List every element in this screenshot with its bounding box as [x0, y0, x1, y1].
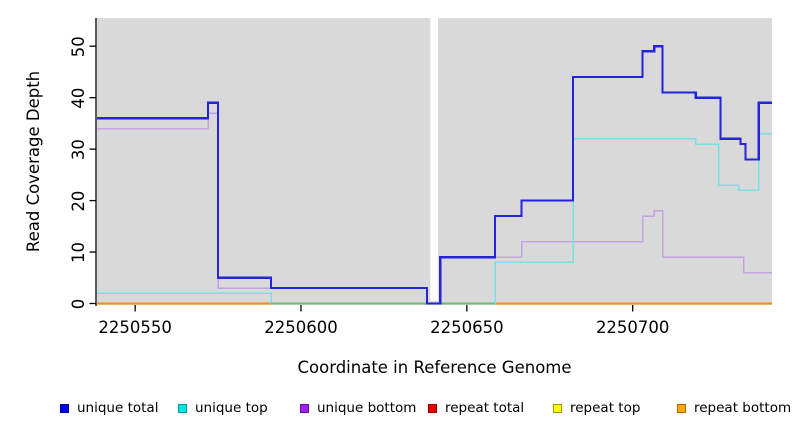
x-axis-title: Coordinate in Reference Genome — [297, 358, 572, 377]
legend-item-repeat-top: repeat top — [553, 398, 640, 418]
chart-canvas: 0 10 20 30 40 50 2250550 2250600 2250650 2250700 — [69, 18, 772, 337]
legend: unique total unique top unique bottom repea… — [0, 398, 792, 422]
y-tick-label: 10 — [69, 242, 88, 263]
legend-item-unique-top: unique top — [178, 398, 268, 418]
y-tick-label: 50 — [69, 36, 88, 57]
legend-label: unique total — [77, 400, 159, 416]
gap-band — [430, 18, 438, 301]
series-unique-total — [97, 45, 772, 305]
legend-label: repeat top — [570, 400, 641, 416]
legend-swatch-icon — [553, 403, 562, 413]
y-tick-label: 0 — [69, 299, 88, 310]
y-tick-label: 40 — [69, 88, 88, 109]
x-tick-label: 2250700 — [596, 318, 670, 337]
legend-swatch-icon — [428, 403, 437, 413]
legend-swatch-icon — [677, 403, 686, 413]
legend-item-repeat-total: repeat total — [428, 398, 524, 418]
legend-label: unique top — [195, 400, 268, 416]
legend-label: unique bottom — [317, 400, 417, 416]
legend-swatch-icon — [178, 403, 187, 413]
legend-item-unique-bottom: unique bottom — [300, 398, 416, 418]
y-axis-title: Read Coverage Depth — [24, 70, 43, 253]
y-tick-label: 20 — [69, 191, 88, 212]
y-tick-label: 30 — [69, 139, 88, 160]
x-tick-label: 2250600 — [264, 318, 338, 337]
legend-swatch-icon — [60, 403, 69, 413]
legend-label: repeat bottom — [694, 400, 792, 416]
legend-item-repeat-bottom: repeat bottom — [677, 398, 791, 418]
legend-label: repeat total — [445, 400, 525, 416]
legend-item-unique-total: unique total — [60, 398, 158, 418]
legend-swatch-icon — [300, 403, 309, 413]
x-tick-label: 2250650 — [430, 318, 504, 337]
x-tick-label: 2250550 — [98, 318, 172, 337]
